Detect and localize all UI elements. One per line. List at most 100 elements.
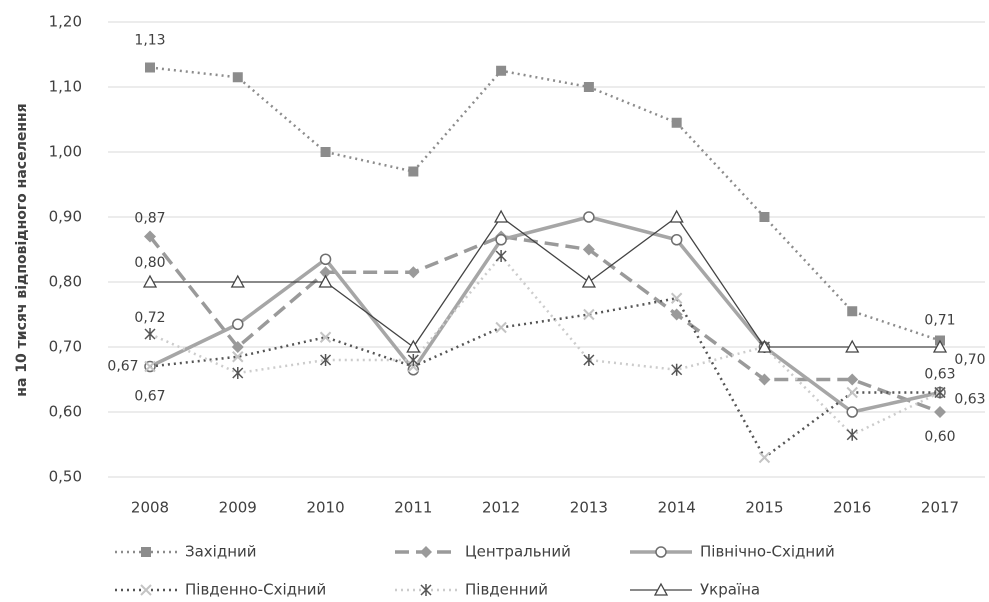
data-point: [934, 386, 946, 399]
data-point: [670, 234, 683, 246]
y-tick-label: 0,90: [49, 208, 82, 226]
data-label: 0,63: [924, 367, 955, 383]
data-point: [407, 266, 420, 279]
data-point: [846, 428, 858, 441]
series-line: [149, 254, 941, 436]
x-tick-label: 2016: [833, 499, 871, 517]
data-point: [408, 166, 419, 177]
x-tick-label: 2009: [219, 499, 257, 517]
y-tick-label: 0,70: [49, 338, 82, 356]
data-point: [934, 406, 946, 418]
series-line: [149, 66, 941, 342]
data-point: [670, 292, 683, 304]
data-point: [669, 209, 684, 223]
data-point: [581, 274, 596, 288]
legend-item: Північно-Східний: [630, 543, 835, 561]
data-point: [144, 230, 156, 243]
data-point: [232, 351, 244, 363]
x-tick-label: 2008: [131, 499, 169, 517]
data-point: [495, 250, 507, 262]
series-line: [149, 297, 940, 459]
series-line: [150, 216, 940, 348]
data-label: 0,63: [954, 392, 985, 408]
y-tick-label: 0,60: [49, 403, 82, 421]
y-tick-label: 1,10: [49, 78, 82, 96]
data-point: [232, 367, 244, 379]
y-tick-label: 1,20: [49, 13, 82, 31]
data-point: [757, 339, 772, 353]
data-point: [144, 328, 156, 340]
data-label: 0,87: [134, 211, 165, 227]
data-point: [407, 354, 419, 366]
data-label: 0,80: [134, 255, 165, 271]
data-point: [846, 406, 858, 418]
legend-label: Україна: [700, 581, 760, 599]
data-point: [319, 266, 332, 279]
legend-item: Україна: [630, 581, 760, 599]
data-point: [232, 318, 244, 330]
data-point: [670, 308, 683, 321]
legend-marker: [141, 547, 151, 557]
data-point: [145, 62, 155, 73]
data-label: 0,72: [134, 310, 165, 326]
y-tick-label: 0,80: [49, 273, 82, 291]
data-point: [583, 82, 594, 92]
y-tick-label: 1,00: [49, 143, 82, 161]
data-point: [583, 308, 595, 321]
legend-label: Центральний: [465, 543, 571, 561]
data-point: [495, 234, 507, 246]
data-point: [758, 451, 771, 464]
series-line: [148, 234, 941, 414]
data-point: [583, 354, 595, 366]
legend-label: Південно-Східний: [185, 581, 326, 599]
legend-item: Південний: [395, 581, 548, 599]
x-tick-label: 2014: [658, 499, 696, 517]
legend-marker: [655, 546, 667, 558]
data-point: [230, 274, 245, 288]
x-tick-label: 2011: [394, 499, 432, 517]
data-point: [582, 243, 595, 256]
legend-label: Західний: [185, 543, 257, 561]
legend-item: Південно-Східний: [115, 581, 326, 599]
data-point: [845, 339, 860, 353]
data-label: 1,13: [134, 33, 165, 49]
series: [144, 230, 946, 418]
data-label: 0,67: [134, 389, 165, 405]
data-point: [144, 360, 156, 373]
legend-marker: [420, 546, 432, 558]
data-label: 0,60: [924, 429, 955, 445]
data-point: [671, 117, 682, 128]
data-point: [319, 331, 332, 343]
series: [144, 250, 946, 441]
data-point: [932, 339, 948, 353]
x-tick-label: 2013: [570, 499, 608, 517]
legend-label: Південний: [465, 581, 548, 599]
data-label: 0,70: [954, 352, 985, 368]
data-point: [320, 147, 331, 157]
legend-item: Західний: [115, 543, 257, 561]
legend-marker: [653, 582, 669, 596]
x-tick-label: 2012: [482, 499, 520, 517]
legend-marker: [420, 584, 432, 596]
data-point: [495, 321, 507, 334]
data-point: [231, 341, 244, 353]
data-point: [846, 386, 858, 399]
y-axis-label: на 10 тисяч відповідного населення: [14, 103, 30, 396]
data-point: [406, 339, 421, 353]
data-point: [496, 65, 507, 76]
x-tick-label: 2015: [745, 499, 783, 517]
data-point: [142, 274, 158, 288]
data-point: [232, 72, 243, 83]
data-label: 0,67: [107, 359, 138, 375]
x-tick-label: 2017: [921, 499, 959, 517]
series: [142, 209, 948, 353]
data-point: [847, 306, 858, 317]
data-point: [759, 212, 770, 222]
data-point: [583, 211, 595, 223]
data-point: [758, 373, 771, 386]
legend-label: Північно-Східний: [700, 543, 835, 561]
x-tick-label: 2010: [306, 499, 344, 517]
legend-item: Центральний: [395, 543, 571, 561]
data-point: [320, 354, 332, 366]
